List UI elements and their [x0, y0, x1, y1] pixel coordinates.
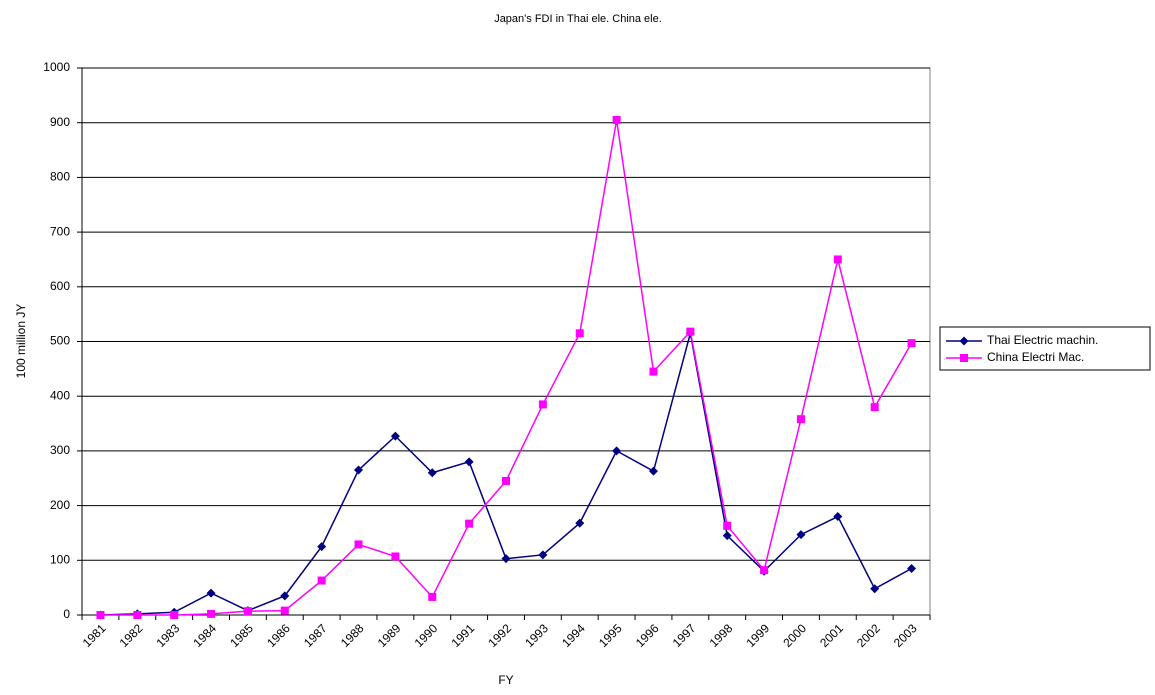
- y-tick-label: 900: [50, 115, 70, 129]
- y-tick-label: 700: [50, 224, 70, 238]
- y-tick-label: 400: [50, 388, 70, 402]
- marker: [796, 415, 805, 424]
- x-tick-label: 1999: [743, 621, 772, 650]
- y-tick-label: 500: [50, 334, 70, 348]
- x-tick-label: 1995: [596, 621, 625, 650]
- y-axis-label: 100 million JY: [14, 304, 28, 379]
- marker: [907, 564, 917, 574]
- x-tick-label: 1986: [264, 621, 293, 650]
- x-tick-label: 1994: [559, 621, 588, 650]
- marker: [960, 354, 968, 362]
- y-tick-label: 300: [50, 443, 70, 457]
- marker: [612, 115, 621, 124]
- marker: [96, 611, 105, 619]
- marker: [722, 531, 732, 541]
- marker: [649, 367, 658, 376]
- x-tick-label: 1984: [190, 621, 219, 650]
- x-tick-label: 1991: [448, 621, 477, 650]
- marker: [538, 400, 547, 409]
- marker: [391, 552, 400, 561]
- marker: [206, 588, 216, 598]
- y-tick-label: 0: [63, 607, 70, 621]
- marker: [575, 518, 585, 528]
- y-tick-label: 800: [50, 170, 70, 184]
- marker: [280, 591, 290, 601]
- x-tick-label: 1990: [412, 621, 441, 650]
- marker: [390, 431, 400, 441]
- marker: [833, 512, 843, 522]
- y-tick-label: 600: [50, 279, 70, 293]
- marker: [502, 476, 510, 485]
- marker: [501, 554, 511, 564]
- x-tick-label: 1989: [375, 621, 404, 650]
- x-tick-label: 1982: [117, 621, 146, 650]
- marker: [354, 540, 363, 549]
- marker: [207, 609, 216, 618]
- x-axis-label: FY: [498, 673, 513, 687]
- marker: [280, 606, 289, 615]
- x-tick-label: 1988: [338, 621, 367, 650]
- legend-label: China Electri Mac.: [987, 350, 1084, 364]
- marker: [464, 457, 474, 467]
- marker: [354, 465, 364, 475]
- legend-box: [939, 326, 1151, 371]
- x-tick-label: 1992: [485, 621, 514, 650]
- chart-title: Japan's FDI in Thai ele. China ele.: [494, 13, 662, 25]
- marker: [796, 530, 806, 540]
- x-tick-label: 1993: [522, 621, 551, 650]
- legend: Thai Electric machin. China Electri Mac.: [939, 326, 1151, 371]
- y-tick-label: 100: [50, 552, 70, 566]
- legend-label: Thai Electric machin.: [987, 333, 1098, 347]
- marker: [760, 566, 769, 575]
- marker: [959, 336, 969, 346]
- x-tick-label: 1983: [154, 621, 183, 650]
- marker: [833, 255, 842, 264]
- marker: [317, 576, 326, 585]
- marker: [575, 329, 584, 338]
- marker: [538, 550, 548, 560]
- marker: [427, 468, 437, 478]
- marker: [648, 466, 658, 476]
- x-tick-label: 1996: [633, 621, 662, 650]
- y-tick-label: 200: [50, 498, 70, 512]
- marker: [870, 584, 880, 594]
- marker: [170, 611, 179, 619]
- marker: [870, 403, 879, 412]
- x-tick-label: 1985: [227, 621, 256, 650]
- x-tick-label: 2003: [891, 621, 920, 650]
- x-tick-label: 1998: [707, 621, 736, 650]
- marker: [612, 446, 622, 456]
- x-tick-label: 2002: [854, 621, 883, 650]
- x-tick-label: 1997: [670, 621, 699, 650]
- y-tick-label: 1000: [43, 60, 70, 74]
- marker: [907, 339, 916, 348]
- marker: [465, 519, 474, 528]
- marker: [686, 327, 695, 336]
- x-tick-label: 1987: [301, 621, 330, 650]
- x-tick-label: 2001: [817, 621, 846, 650]
- marker: [133, 611, 142, 619]
- marker: [723, 521, 732, 530]
- marker: [243, 607, 252, 616]
- marker: [317, 542, 327, 552]
- x-tick-label: 1981: [80, 621, 109, 650]
- x-tick-label: 2000: [780, 621, 809, 650]
- marker: [428, 592, 437, 601]
